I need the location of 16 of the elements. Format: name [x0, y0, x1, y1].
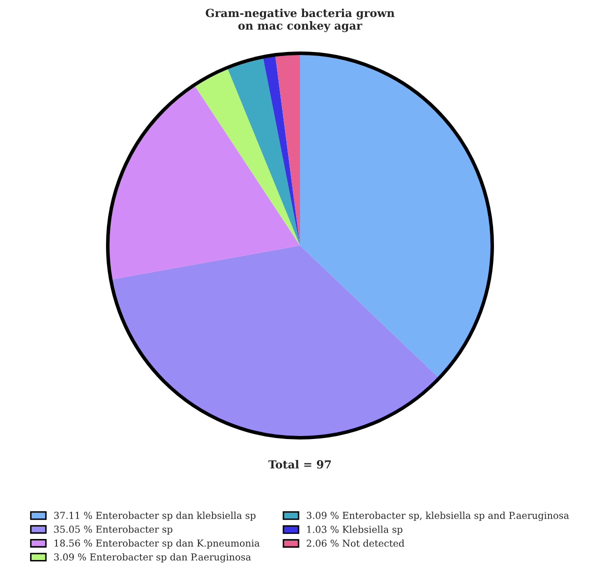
chart-title: Gram-negative bacteria grown on mac conkey agar	[206, 8, 395, 32]
pie-slice	[108, 85, 300, 280]
legend-label: 3.09 % Enterobacter sp, klebsiella sp and P.aeruginosa	[306, 512, 569, 521]
legend-label: 1.03 % Klebsiella sp	[307, 526, 402, 535]
pie-slice	[110, 246, 440, 438]
pie-slice	[262, 54, 300, 246]
legend-label: 35.05 % Enterobacter sp	[54, 526, 172, 535]
pie-slice	[300, 53, 492, 378]
legend-label: 18.56 % Enterobacter sp dan K.pneumonia	[54, 539, 260, 549]
legend-label: 2.06 % Not detected	[306, 539, 404, 547]
text: Total = 97	[268, 460, 331, 469]
pie-slice	[194, 68, 300, 246]
legend-label: 3.09 % Enterobacter sp dan P.aeruginosa	[54, 553, 251, 562]
pie-slice	[227, 56, 300, 246]
legend-label: 37.11 % Enterobacter sp dan klebsiella sp	[54, 512, 256, 521]
pie-slice	[275, 53, 300, 246]
